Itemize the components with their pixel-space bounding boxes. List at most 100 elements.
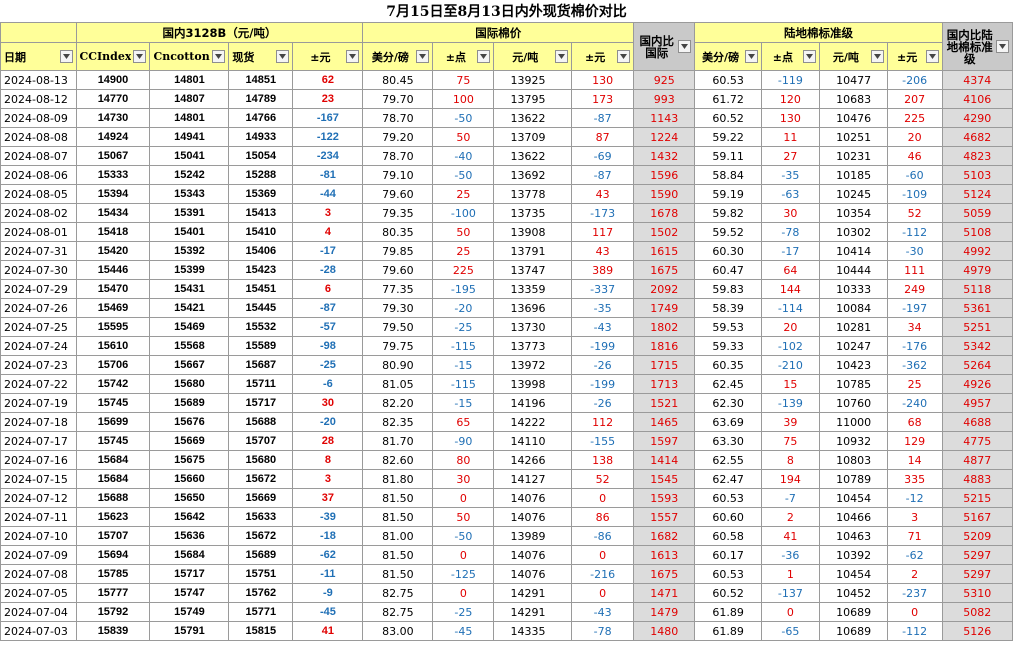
cell-intl-yuan[interactable]: 13925 xyxy=(493,70,573,90)
cell-landed-points[interactable]: 27 xyxy=(760,146,821,166)
cell-landed-change[interactable]: -62 xyxy=(886,545,943,565)
cell-landed-points[interactable]: 2 xyxy=(760,507,821,527)
cell-landed-yuan[interactable]: 10245 xyxy=(819,184,888,204)
cell-intl-yuan[interactable]: 13795 xyxy=(493,89,573,109)
cell-change[interactable]: -6 xyxy=(292,374,364,394)
cell-landed-yuan[interactable]: 10247 xyxy=(819,336,888,356)
cell-intl-cents[interactable]: 79.20 xyxy=(362,127,434,147)
cell-intl-cents[interactable]: 80.90 xyxy=(362,355,434,375)
cell-cross-intl[interactable]: 1545 xyxy=(633,469,696,489)
cell-cncotton[interactable]: 14801 xyxy=(149,108,230,128)
col-header-intl-points[interactable]: ±点 xyxy=(432,42,495,71)
cell-intl-points[interactable]: -20 xyxy=(432,298,495,318)
cell-landed-points[interactable]: 194 xyxy=(760,469,821,489)
table-row[interactable]: 2024-07-12 15688 15650 15669 37 81.50 0 14076 0 1… xyxy=(0,488,1013,508)
cell-landed-yuan[interactable]: 10689 xyxy=(819,621,888,641)
cell-cncotton[interactable]: 15399 xyxy=(149,260,230,280)
cell-intl-change[interactable]: 0 xyxy=(571,583,635,603)
cell-cross-intl[interactable]: 925 xyxy=(633,70,696,90)
cell-cncotton[interactable]: 15667 xyxy=(149,355,230,375)
cell-intl-points[interactable]: -195 xyxy=(432,279,495,299)
cell-cross-intl[interactable]: 1414 xyxy=(633,450,696,470)
cell-cross-landed[interactable]: 5103 xyxy=(941,165,1013,185)
cell-landed-points[interactable]: -139 xyxy=(760,393,821,413)
cell-intl-points[interactable]: -25 xyxy=(432,602,495,622)
cell-date[interactable]: 2024-07-29 xyxy=(0,279,77,299)
cell-ccindex[interactable]: 15684 xyxy=(75,450,151,470)
cell-intl-points[interactable]: 0 xyxy=(432,583,495,603)
cell-cross-intl[interactable]: 1749 xyxy=(633,298,696,318)
cell-landed-yuan[interactable]: 10231 xyxy=(819,146,888,166)
cell-landed-points[interactable]: -210 xyxy=(760,355,821,375)
cell-intl-points[interactable]: -90 xyxy=(432,431,495,451)
cell-spot[interactable]: 15369 xyxy=(228,184,294,204)
cell-landed-cents[interactable]: 60.30 xyxy=(694,241,762,261)
cell-intl-yuan[interactable]: 13747 xyxy=(493,260,573,280)
cell-change[interactable]: -98 xyxy=(292,336,364,356)
cell-intl-cents[interactable]: 81.70 xyxy=(362,431,434,451)
cell-intl-change[interactable]: 389 xyxy=(571,260,635,280)
cell-change[interactable]: 6 xyxy=(292,279,364,299)
cell-intl-points[interactable]: 50 xyxy=(432,507,495,527)
cell-intl-yuan[interactable]: 13730 xyxy=(493,317,573,337)
table-row[interactable]: 2024-08-09 14730 14801 14766 -167 78.70 -50 136… xyxy=(0,108,1013,128)
cell-landed-change[interactable]: 2 xyxy=(886,564,943,584)
cell-landed-cents[interactable]: 60.60 xyxy=(694,507,762,527)
col-header-change[interactable]: ±元 xyxy=(292,42,364,71)
table-row[interactable]: 2024-07-16 15684 15675 15680 8 82.60 80 14266 13… xyxy=(0,450,1013,470)
cell-date[interactable]: 2024-07-16 xyxy=(0,450,77,470)
cell-cross-landed[interactable]: 4957 xyxy=(941,393,1013,413)
table-row[interactable]: 2024-08-05 15394 15343 15369 -44 79.60 25 13778… xyxy=(0,184,1013,204)
cell-landed-change[interactable]: -240 xyxy=(886,393,943,413)
cell-date[interactable]: 2024-07-11 xyxy=(0,507,77,527)
cell-date[interactable]: 2024-07-04 xyxy=(0,602,77,622)
filter-dropdown-icon[interactable] xyxy=(678,40,692,53)
cell-landed-change[interactable]: 207 xyxy=(886,89,943,109)
cell-change[interactable]: -20 xyxy=(292,412,364,432)
cell-landed-yuan[interactable]: 10466 xyxy=(819,507,888,527)
cell-intl-change[interactable]: -26 xyxy=(571,355,635,375)
cell-landed-points[interactable]: -65 xyxy=(760,621,821,641)
cell-intl-cents[interactable]: 79.10 xyxy=(362,165,434,185)
cell-spot[interactable]: 15672 xyxy=(228,526,294,546)
cell-landed-points[interactable]: -7 xyxy=(760,488,821,508)
cell-ccindex[interactable]: 15420 xyxy=(75,241,151,261)
cell-date[interactable]: 2024-07-25 xyxy=(0,317,77,337)
cell-intl-points[interactable]: -50 xyxy=(432,108,495,128)
cell-intl-cents[interactable]: 81.50 xyxy=(362,545,434,565)
cell-intl-change[interactable]: -155 xyxy=(571,431,635,451)
table-row[interactable]: 2024-08-08 14924 14941 14933 -122 79.20 50 1370… xyxy=(0,127,1013,147)
cell-intl-change[interactable]: 112 xyxy=(571,412,635,432)
cell-change[interactable]: -234 xyxy=(292,146,364,166)
cell-landed-points[interactable]: -114 xyxy=(760,298,821,318)
cell-date[interactable]: 2024-07-05 xyxy=(0,583,77,603)
cell-landed-cents[interactable]: 62.30 xyxy=(694,393,762,413)
cell-cross-landed[interactable]: 5215 xyxy=(941,488,1013,508)
col-header-intl-yuan[interactable]: 元/吨 xyxy=(493,42,573,71)
filter-dropdown-icon[interactable] xyxy=(346,50,360,63)
cell-cncotton[interactable]: 15568 xyxy=(149,336,230,356)
table-row[interactable]: 2024-07-19 15745 15689 15717 30 82.20 -15 14196… xyxy=(0,393,1013,413)
cell-landed-points[interactable]: 64 xyxy=(760,260,821,280)
cell-cncotton[interactable]: 15676 xyxy=(149,412,230,432)
cell-cncotton[interactable]: 15421 xyxy=(149,298,230,318)
cell-intl-yuan[interactable]: 14335 xyxy=(493,621,573,641)
cell-landed-points[interactable]: -17 xyxy=(760,241,821,261)
cell-cross-landed[interactable]: 5209 xyxy=(941,526,1013,546)
cell-intl-cents[interactable]: 79.75 xyxy=(362,336,434,356)
cell-ccindex[interactable]: 15707 xyxy=(75,526,151,546)
cell-cncotton[interactable]: 15680 xyxy=(149,374,230,394)
cell-intl-cents[interactable]: 82.60 xyxy=(362,450,434,470)
cell-change[interactable]: 41 xyxy=(292,621,364,641)
cell-date[interactable]: 2024-07-17 xyxy=(0,431,77,451)
cell-change[interactable]: -11 xyxy=(292,564,364,584)
cell-change[interactable]: -62 xyxy=(292,545,364,565)
cell-intl-points[interactable]: 25 xyxy=(432,241,495,261)
table-row[interactable]: 2024-07-08 15785 15717 15751 -11 81.50 -125 140… xyxy=(0,564,1013,584)
cell-cncotton[interactable]: 15392 xyxy=(149,241,230,261)
cell-intl-cents[interactable]: 82.75 xyxy=(362,602,434,622)
cell-cncotton[interactable]: 15689 xyxy=(149,393,230,413)
cell-ccindex[interactable]: 15470 xyxy=(75,279,151,299)
cell-intl-change[interactable]: -199 xyxy=(571,336,635,356)
cell-intl-change[interactable]: 130 xyxy=(571,70,635,90)
